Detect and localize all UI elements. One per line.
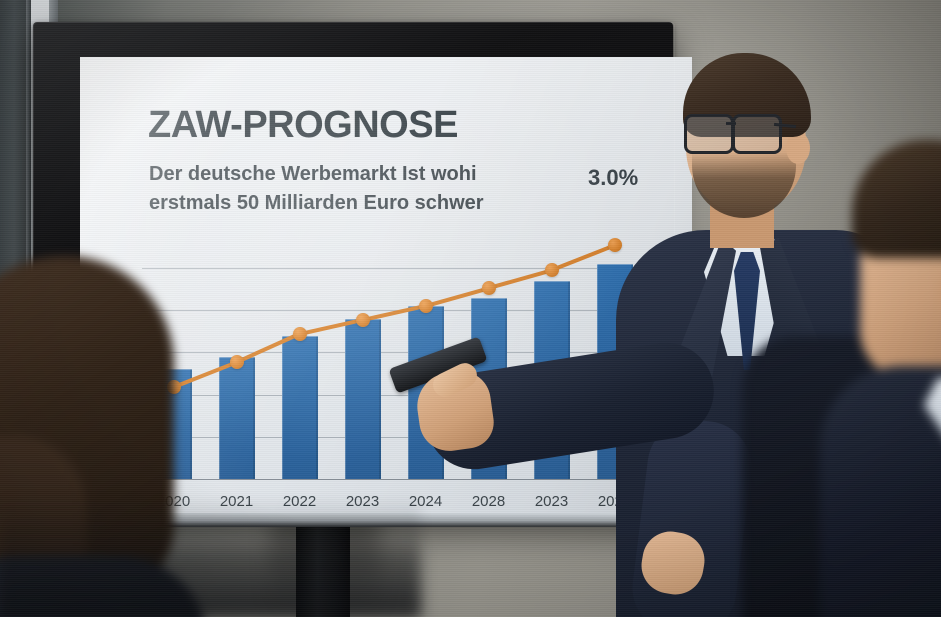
foreground-shadow (0, 497, 420, 617)
presenter-eyeglass-lens-left (684, 114, 734, 154)
attendee-foreground-right (742, 140, 941, 617)
attendee-right-torso (820, 366, 941, 617)
presenter-eyeglass-bridge (726, 122, 736, 125)
presenter-ear (786, 132, 810, 164)
presenter-eyeglass-lens-right (732, 114, 782, 154)
